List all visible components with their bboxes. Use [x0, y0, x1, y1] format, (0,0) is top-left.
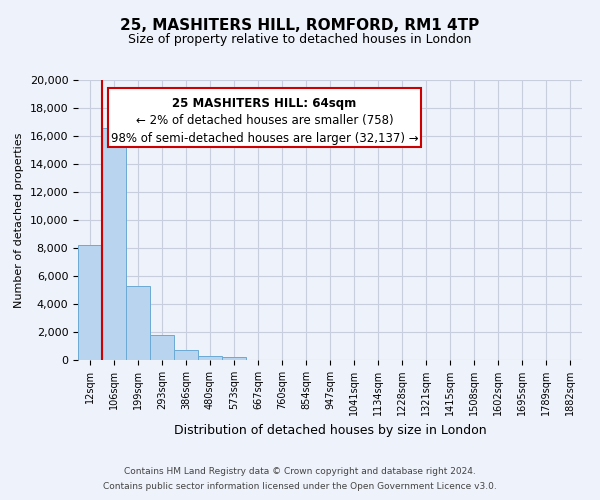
Bar: [174, 350, 198, 360]
Text: 25, MASHITERS HILL, ROMFORD, RM1 4TP: 25, MASHITERS HILL, ROMFORD, RM1 4TP: [121, 18, 479, 32]
Text: 25 MASHITERS HILL: 64sqm: 25 MASHITERS HILL: 64sqm: [172, 96, 356, 110]
X-axis label: Distribution of detached houses by size in London: Distribution of detached houses by size …: [173, 424, 487, 436]
Text: Contains HM Land Registry data © Crown copyright and database right 2024.: Contains HM Land Registry data © Crown c…: [124, 467, 476, 476]
Text: Size of property relative to detached houses in London: Size of property relative to detached ho…: [128, 32, 472, 46]
Bar: [102, 128, 126, 360]
FancyBboxPatch shape: [108, 88, 421, 147]
Bar: [126, 286, 150, 360]
Y-axis label: Number of detached properties: Number of detached properties: [14, 132, 24, 308]
Text: 98% of semi-detached houses are larger (32,137) →: 98% of semi-detached houses are larger (…: [110, 132, 418, 145]
Text: ← 2% of detached houses are smaller (758): ← 2% of detached houses are smaller (758…: [136, 114, 393, 127]
Bar: [78, 245, 102, 360]
Bar: [198, 356, 222, 360]
Bar: [150, 335, 174, 360]
Bar: [222, 357, 246, 360]
Text: Contains public sector information licensed under the Open Government Licence v3: Contains public sector information licen…: [103, 482, 497, 491]
